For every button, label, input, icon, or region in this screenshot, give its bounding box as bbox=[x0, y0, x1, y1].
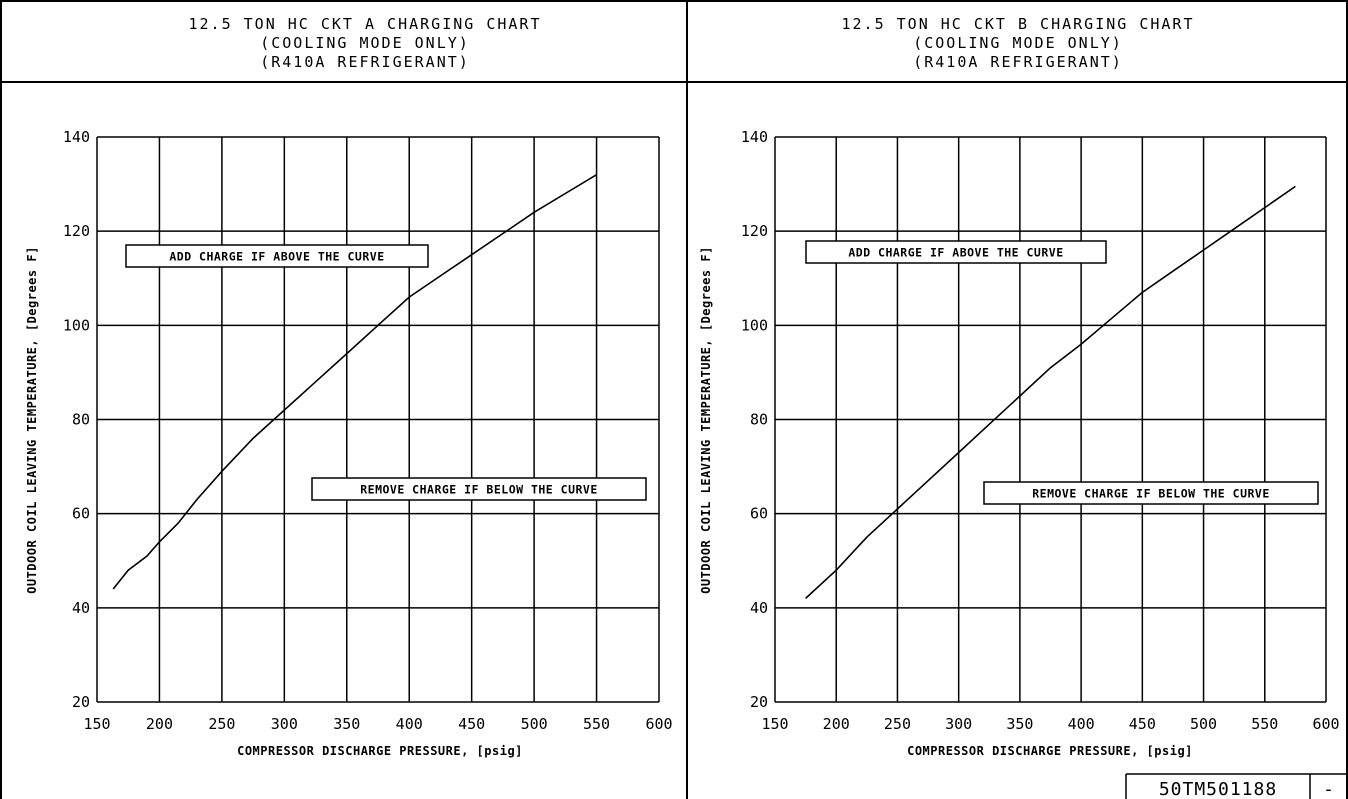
chart-b-remove-note-box bbox=[983, 481, 1319, 505]
chart-b-x-tick-300: 300 bbox=[945, 715, 972, 733]
chart-a-y-tick-60: 60 bbox=[72, 505, 90, 523]
chart-b-curve bbox=[805, 185, 1296, 599]
chart-a-y-tick-120: 120 bbox=[63, 222, 90, 240]
chart-a-remove-note-box bbox=[311, 477, 647, 501]
panel-a-title: 12.5 TON HC CKT A CHARGING CHART (COOLIN… bbox=[189, 15, 542, 71]
chart-b-y-tick-20: 20 bbox=[750, 693, 768, 711]
chart-a-add-note-box bbox=[125, 244, 429, 268]
chart-b-y-axis-label: OUTDOOR COIL LEAVING TEMPERATURE, [Degre… bbox=[699, 246, 713, 594]
chart-a-x-tick-600: 600 bbox=[645, 715, 672, 733]
chart-b-add-note: ADD CHARGE IF ABOVE THE CURVE bbox=[805, 240, 1107, 264]
chart-a-x-tick-450: 450 bbox=[458, 715, 485, 733]
panel-b-title-line-1: 12.5 TON HC CKT B CHARGING CHART bbox=[842, 15, 1195, 33]
chart-a-add-note-text: ADD CHARGE IF ABOVE THE CURVE bbox=[169, 250, 384, 264]
chart-b-x-axis-label: COMPRESSOR DISCHARGE PRESSURE, [psig] bbox=[907, 744, 1193, 758]
chart-a-x-tick-550: 550 bbox=[583, 715, 610, 733]
chart-a-x-tick-150: 150 bbox=[83, 715, 110, 733]
chart-a-remove-note-text: REMOVE CHARGE IF BELOW THE CURVE bbox=[360, 483, 598, 497]
panel-a-title-line-1: 12.5 TON HC CKT A CHARGING CHART bbox=[189, 15, 542, 33]
chart-b-add-note-text: ADD CHARGE IF ABOVE THE CURVE bbox=[848, 246, 1063, 260]
panel-b-title-line-3: (R410A REFRIGERANT) bbox=[913, 53, 1123, 71]
chart-a-x-axis-label: COMPRESSOR DISCHARGE PRESSURE, [psig] bbox=[237, 744, 523, 758]
chart-a-x-tick-400: 400 bbox=[396, 715, 423, 733]
chart-b-remove-note: REMOVE CHARGE IF BELOW THE CURVE bbox=[983, 481, 1319, 505]
panel-b-title: 12.5 TON HC CKT B CHARGING CHART (COOLIN… bbox=[842, 15, 1195, 71]
chart-b-x-tick-600: 600 bbox=[1312, 715, 1339, 733]
chart-a-y-tick-100: 100 bbox=[63, 316, 90, 334]
panel-a-title-line-2: (COOLING MODE ONLY) bbox=[260, 34, 470, 52]
chart-a-y-tick-80: 80 bbox=[72, 411, 90, 429]
chart-a-y-tick-140: 140 bbox=[63, 128, 90, 146]
chart-b-x-tick-450: 450 bbox=[1129, 715, 1156, 733]
chart-b-x-tick-500: 500 bbox=[1190, 715, 1217, 733]
chart-a-curve bbox=[112, 174, 598, 590]
chart-b-y-tick-60: 60 bbox=[750, 505, 768, 523]
chart-b-y-tick-40: 40 bbox=[750, 599, 768, 617]
chart-b-x-tick-350: 350 bbox=[1006, 715, 1033, 733]
chart-b-y-tick-100: 100 bbox=[741, 316, 768, 334]
chart-b-x-tick-400: 400 bbox=[1068, 715, 1095, 733]
chart-b-x-tick-150: 150 bbox=[761, 715, 788, 733]
revision-mark: - bbox=[1323, 779, 1335, 799]
panel-b-title-line-2: (COOLING MODE ONLY) bbox=[913, 34, 1123, 52]
chart-b-x-tick-550: 550 bbox=[1251, 715, 1278, 733]
chart-b-add-note-box bbox=[805, 240, 1107, 264]
chart-a-x-tick-500: 500 bbox=[521, 715, 548, 733]
chart-a-grid bbox=[96, 136, 660, 703]
chart-a-remove-note: REMOVE CHARGE IF BELOW THE CURVE bbox=[311, 477, 647, 501]
chart-b-tick-labels: 150 200 250 300 350 400 450 500 550 600 20 40 60 80 10… bbox=[741, 128, 1340, 733]
chart-a-y-tick-20: 20 bbox=[72, 693, 90, 711]
chart-a-add-note: ADD CHARGE IF ABOVE THE CURVE bbox=[125, 244, 429, 268]
chart-b-x-tick-200: 200 bbox=[823, 715, 850, 733]
chart-a-y-tick-40: 40 bbox=[72, 599, 90, 617]
chart-a-x-tick-200: 200 bbox=[146, 715, 173, 733]
chart-b: 150 200 250 300 350 400 450 500 550 600 20 40 60 80 10… bbox=[699, 128, 1340, 758]
chart-a-x-tick-350: 350 bbox=[333, 715, 360, 733]
chart-b-y-tick-140: 140 bbox=[741, 128, 768, 146]
chart-b-grid bbox=[774, 136, 1327, 703]
panel-a-title-line-3: (R410A REFRIGERANT) bbox=[260, 53, 470, 71]
chart-a-x-tick-250: 250 bbox=[208, 715, 235, 733]
chart-a-y-axis-label: OUTDOOR COIL LEAVING TEMPERATURE, [Degre… bbox=[25, 246, 39, 594]
chart-a: 150 200 250 300 350 400 450 500 550 600 20 40 60 80 10… bbox=[25, 128, 673, 758]
chart-b-y-tick-120: 120 bbox=[741, 222, 768, 240]
document-number-block: 50TM501188 - bbox=[1125, 773, 1348, 799]
chart-b-x-tick-250: 250 bbox=[884, 715, 911, 733]
chart-a-x-tick-300: 300 bbox=[271, 715, 298, 733]
chart-b-y-tick-80: 80 bbox=[750, 411, 768, 429]
chart-a-tick-labels: 150 200 250 300 350 400 450 500 550 600 20 40 60 80 10… bbox=[63, 128, 673, 733]
document-number: 50TM501188 bbox=[1159, 779, 1277, 799]
chart-b-remove-note-text: REMOVE CHARGE IF BELOW THE CURVE bbox=[1032, 487, 1270, 501]
